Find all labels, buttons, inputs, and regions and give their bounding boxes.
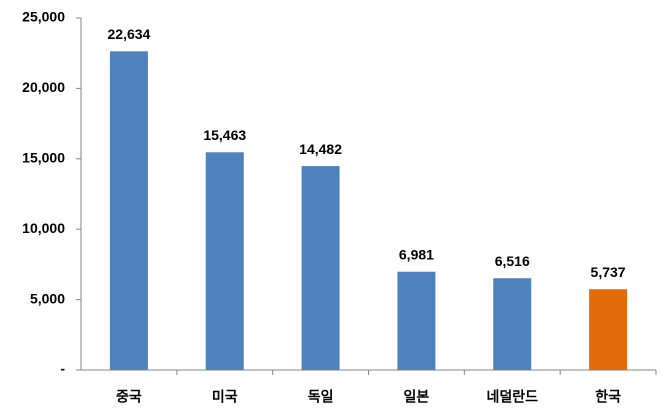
x-tick-label: 일본 bbox=[404, 389, 430, 405]
x-tick-label: 미국 bbox=[212, 389, 238, 405]
value-label: 14,482 bbox=[299, 141, 342, 157]
bar bbox=[493, 278, 532, 370]
value-label: 6,981 bbox=[399, 246, 434, 262]
bar bbox=[205, 152, 244, 370]
y-tick-label: - bbox=[60, 361, 65, 377]
bar bbox=[397, 271, 436, 370]
bar bbox=[301, 166, 340, 370]
y-tick-label: 5,000 bbox=[30, 290, 65, 306]
y-tick-label: 15,000 bbox=[22, 150, 65, 166]
y-tick-label: 20,000 bbox=[22, 79, 65, 95]
x-tick-label: 한국 bbox=[595, 389, 621, 405]
x-tick-label: 네덜란드 bbox=[486, 389, 538, 405]
bar bbox=[109, 51, 148, 370]
y-tick-label: 25,000 bbox=[22, 9, 65, 25]
value-label: 6,516 bbox=[495, 253, 530, 269]
y-tick-label: 10,000 bbox=[22, 220, 65, 236]
x-tick-label: 중국 bbox=[116, 389, 142, 405]
value-label: 15,463 bbox=[203, 127, 246, 143]
value-label: 22,634 bbox=[108, 26, 151, 42]
bar bbox=[589, 289, 628, 370]
x-tick-label: 독일 bbox=[308, 389, 334, 405]
value-label: 5,737 bbox=[591, 264, 626, 280]
